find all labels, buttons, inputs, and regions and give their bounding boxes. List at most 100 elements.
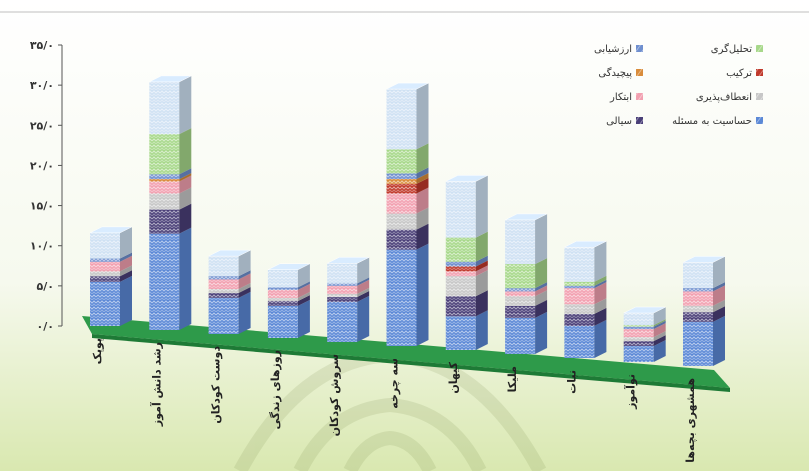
y-tick-label: ۰/۰ bbox=[37, 320, 54, 333]
bar-segment-texture bbox=[445, 237, 476, 262]
bar-stack bbox=[682, 256, 726, 366]
bar-stack bbox=[208, 249, 251, 334]
bar-segment-side bbox=[713, 282, 725, 292]
bar-segment-texture bbox=[445, 316, 476, 350]
bar-segment-side bbox=[357, 277, 370, 286]
bar-segment-side bbox=[297, 295, 310, 306]
bar-segment-side bbox=[297, 283, 310, 298]
bar-segment-side bbox=[594, 279, 607, 289]
bar-segment-texture bbox=[386, 179, 417, 184]
bar-segment-texture bbox=[327, 301, 358, 342]
bar-segment-side bbox=[416, 173, 429, 184]
bar-segment-texture bbox=[445, 276, 476, 297]
bar-segment-texture bbox=[267, 297, 298, 302]
bar-segment-side bbox=[357, 279, 370, 294]
bar-segment-side bbox=[594, 307, 607, 326]
bar-segment-texture bbox=[90, 232, 120, 259]
bar-top bbox=[623, 306, 666, 314]
bar-segment-side bbox=[179, 173, 192, 182]
bar-segment-side bbox=[653, 331, 666, 342]
bar-segment-texture bbox=[386, 229, 417, 250]
bar-segment-side bbox=[594, 275, 607, 286]
bar-segment-side bbox=[357, 291, 370, 302]
bar-segment-side bbox=[535, 285, 548, 297]
x-tick-label: روزهای زندگی bbox=[269, 350, 282, 430]
bar-segment-side bbox=[475, 255, 488, 267]
bar-top bbox=[504, 213, 548, 221]
bar-segment-texture bbox=[149, 181, 180, 194]
legend-label: ابتکار bbox=[609, 92, 632, 103]
x-tick-label: رشد دانش آموز bbox=[149, 342, 163, 427]
bar-segment-side bbox=[475, 260, 488, 272]
bar-segment-texture bbox=[327, 293, 358, 298]
bar-segment-texture bbox=[505, 305, 536, 318]
bar-segment-texture bbox=[683, 321, 713, 366]
bar-segment-texture bbox=[683, 291, 713, 306]
bar-segment-side bbox=[179, 187, 192, 210]
bar-segment-side bbox=[179, 168, 192, 180]
y-tick-label: ۱۰/۰ bbox=[30, 240, 54, 253]
bar-stack bbox=[89, 226, 133, 326]
bar-segment-side bbox=[653, 323, 666, 338]
bar-segment-side bbox=[535, 213, 548, 265]
bar-segment-texture bbox=[208, 256, 239, 277]
legend-swatch-texture bbox=[636, 117, 643, 124]
bar-top bbox=[682, 256, 726, 263]
bar-segment-texture bbox=[683, 312, 713, 322]
bar-segment-side bbox=[238, 283, 251, 294]
bar-segment-texture bbox=[149, 193, 180, 210]
bar-segment-texture bbox=[267, 287, 298, 290]
bar-segment-texture bbox=[623, 341, 654, 346]
bar-segment-side bbox=[416, 223, 429, 250]
bar-segment-texture bbox=[386, 89, 417, 150]
bar-segment-side bbox=[297, 299, 310, 338]
bar-segment-side bbox=[238, 270, 251, 280]
bar-segment-texture bbox=[208, 297, 239, 334]
bar-segment-texture bbox=[386, 183, 417, 194]
bar-segment-texture bbox=[564, 247, 595, 282]
bar-segment-side bbox=[179, 175, 192, 194]
bar-segment-texture bbox=[386, 193, 417, 214]
bar-top bbox=[445, 175, 488, 182]
bar-segment-side bbox=[653, 319, 666, 327]
bar-segment-texture bbox=[386, 249, 417, 346]
legend-label: ترکیب bbox=[726, 68, 752, 79]
bar-segment-side bbox=[594, 319, 607, 358]
bar-segment-texture bbox=[386, 173, 417, 180]
bar-segment-side bbox=[357, 295, 370, 342]
bar-segment-texture bbox=[267, 301, 298, 306]
bar-segment-texture bbox=[208, 279, 239, 290]
bar-segment-side bbox=[475, 310, 488, 350]
y-tick-label: ۳۵/۰ bbox=[30, 39, 54, 52]
bar-segment-side bbox=[416, 177, 429, 194]
bar-segment-texture bbox=[149, 209, 180, 234]
bar-segment-side bbox=[594, 241, 607, 282]
bar-segment-side bbox=[120, 255, 132, 272]
bar-segment-texture bbox=[445, 261, 476, 267]
bar-segment-texture bbox=[445, 271, 476, 277]
legend-label: ارزشیابی bbox=[594, 44, 632, 55]
bar-segment-texture bbox=[564, 281, 595, 286]
bar-segment-texture bbox=[149, 174, 180, 180]
bar-segment-side bbox=[475, 175, 488, 238]
legend-item: ابتکار bbox=[609, 92, 643, 103]
bar-stack bbox=[445, 175, 488, 350]
legend-label: سیالی bbox=[606, 116, 632, 127]
x-tick-label: نبات bbox=[565, 370, 578, 394]
bar-segment-texture bbox=[623, 337, 654, 342]
x-tick-label: دوست کودکان bbox=[210, 346, 223, 424]
bar-segment-side bbox=[416, 167, 429, 180]
bar-top bbox=[564, 240, 607, 248]
legend-item: سیالی bbox=[606, 116, 643, 127]
bar-segment-side bbox=[238, 273, 251, 290]
bar-stack bbox=[564, 240, 607, 358]
bar-segment-texture bbox=[267, 289, 298, 298]
bar-segment-texture bbox=[505, 317, 536, 354]
bar-segment-side bbox=[297, 281, 310, 290]
legend-label: پیچیدگی bbox=[598, 67, 632, 79]
bars bbox=[89, 75, 726, 366]
bar-segment-side bbox=[713, 306, 725, 322]
bar-segment-texture bbox=[623, 345, 654, 362]
bar-segment-side bbox=[416, 207, 429, 230]
bar-segment-texture bbox=[683, 262, 713, 289]
